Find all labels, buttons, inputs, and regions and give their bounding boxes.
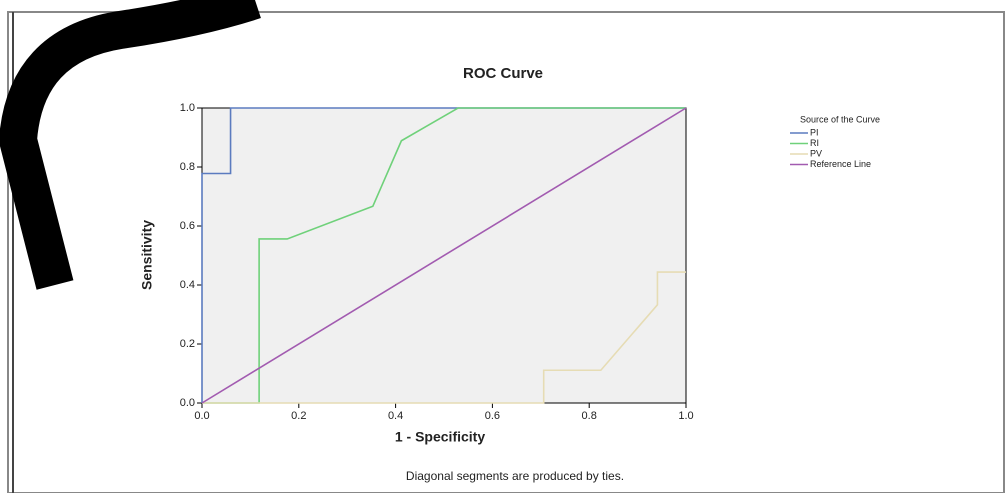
x-tick-label: 0.4: [388, 410, 403, 422]
y-tick-label: 0.0: [180, 397, 195, 409]
page: {"chart_data": {"type": "line", "title":…: [0, 0, 1005, 493]
y-axis-label: Sensitivity: [139, 220, 155, 290]
y-tick-label: 0.8: [180, 161, 195, 173]
x-axis-label: 1 - Specificity: [395, 429, 485, 445]
x-tick-label: 0.6: [485, 410, 500, 422]
chart-title: ROC Curve: [463, 65, 543, 82]
y-tick-label: 1.0: [180, 102, 195, 114]
x-tick-label: 0.0: [194, 410, 209, 422]
x-tick-label: 1.0: [678, 410, 693, 422]
footnote: Diagonal segments are produced by ties.: [406, 469, 624, 483]
x-tick-label: 0.8: [582, 410, 597, 422]
y-tick-label: 0.2: [180, 338, 195, 350]
x-tick-label: 0.2: [291, 410, 306, 422]
legend-label: PI: [810, 127, 819, 137]
legend-label: RI: [810, 138, 819, 148]
y-tick-label: 0.6: [180, 220, 195, 232]
legend-label: Reference Line: [810, 159, 871, 169]
legend-label: PV: [810, 148, 822, 158]
chart: ROC Curve 1 - Specificity Sensitivity Di…: [0, 0, 1005, 493]
y-tick-label: 0.4: [180, 279, 195, 291]
legend-title: Source of the Curve: [800, 114, 880, 124]
